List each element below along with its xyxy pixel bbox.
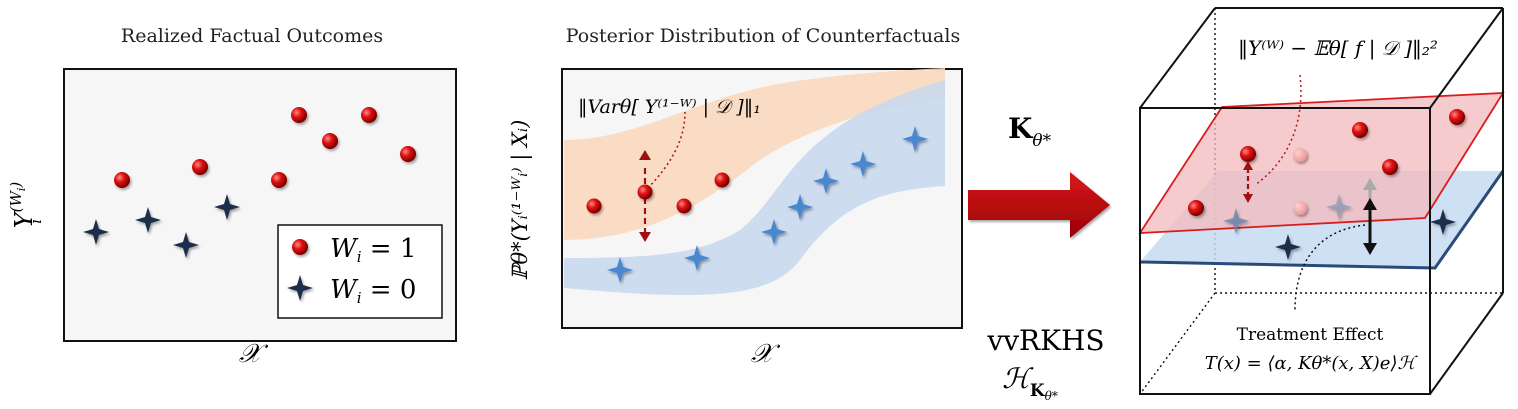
effect-arrow-head-up [1363,198,1377,210]
treated-point [271,172,287,188]
kernel-mapping: Kθ* vvRKHS ℋKθ* [968,112,1110,403]
treated-point [361,107,377,123]
counterfactual-point [1293,148,1307,162]
faint-effect-arrow-head [1363,178,1377,190]
cube-visible-edges [1139,7,1504,395]
panel3-loss-formula: ‖Y⁽ᵂ⁾ − 𝔼θ[ f | 𝒟 ]‖₂² [1238,36,1438,61]
space-symbol: ℋKθ* [1002,362,1058,403]
treated-point [322,133,338,149]
formula-leader [1254,74,1302,186]
effect-formula: T(x) = ⟨α, Kθ*(x, X)e⟩ℋ [1205,353,1419,374]
effect-leader [1294,224,1366,311]
treated-point [586,198,602,214]
treated-point [1449,109,1465,125]
treated-point [1188,200,1204,216]
panel1-legend: Wi = 1 Wi = 0 [277,224,443,319]
panel-rkhs-cube: ‖Y⁽ᵂ⁾ − 𝔼θ[ f | 𝒟 ]‖₂² Treatment Effect … [1138,7,1505,395]
annotation-leader [647,111,686,189]
treated-plane [1140,93,1503,233]
svg-text:ℙθ*(Yᵢ⁽¹⁻ᵂᵢ⁾ | Xᵢ): ℙθ*(Yᵢ⁽¹⁻ᵂᵢ⁾ | Xᵢ) [508,120,533,281]
panel2-title: Posterior Distribution of Counterfactual… [566,25,960,47]
legend-treated-label: Wi = 1 [330,234,416,266]
panel2-variance-annotation: ‖Varθ[ Y⁽¹⁻ᵂ⁾ | 𝒟 ]‖₁ [578,96,761,118]
panel2-xlabel: 𝒳 [751,339,781,369]
effect-title: Treatment Effect [1237,325,1384,345]
mapping-arrow-icon [968,172,1110,238]
panel1-xlabel: 𝒳 [239,339,269,369]
variance-arrow-head-down [639,232,651,242]
cube-hidden-edges [1139,8,1503,395]
legend-control-label: Wi = 0 [330,275,416,307]
legend-treated-marker [292,239,308,255]
panel3-treated-points [1188,109,1465,216]
effect-arrow-head-down [1363,243,1377,255]
blue-credible-band [564,80,945,295]
counterfactual-point [1293,201,1307,215]
panel1-treated-points [114,107,416,188]
space-label: vvRKHS [986,324,1104,357]
panel1-title: Realized Factual Outcomes [121,25,383,47]
panel2-treated-points [586,172,730,214]
treated-point [714,172,730,188]
kernel-label: Kθ* [1008,112,1052,151]
orange-credible-band [564,68,945,240]
treated-point [114,172,130,188]
panel2-ylabel: ℙθ*(Yᵢ⁽¹⁻ᵂᵢ⁾ | Xᵢ) [508,120,533,281]
residual-arrow-head-down [1243,194,1253,203]
treated-point [291,107,307,123]
treated-point [637,184,653,200]
control-plane-edge [1139,170,1505,270]
panel-factual-outcomes: Realized Factual Outcomes Y(Wi)i 𝒳 [7,25,457,369]
variance-arrow-head-up [639,150,651,160]
residual-arrow-head-up [1243,161,1253,170]
treated-point [192,159,208,175]
svg-text:Y(Wi)i: Y(Wi)i [7,182,45,229]
treated-point [1352,122,1368,138]
treated-point [400,146,416,162]
panel-posterior: Posterior Distribution of Counterfactual… [508,25,963,369]
treated-point [1382,159,1398,175]
treated-point [1240,146,1256,162]
legend-box [277,224,443,319]
panel1-ylabel: Y(Wi)i [7,182,45,229]
treated-point [676,198,692,214]
